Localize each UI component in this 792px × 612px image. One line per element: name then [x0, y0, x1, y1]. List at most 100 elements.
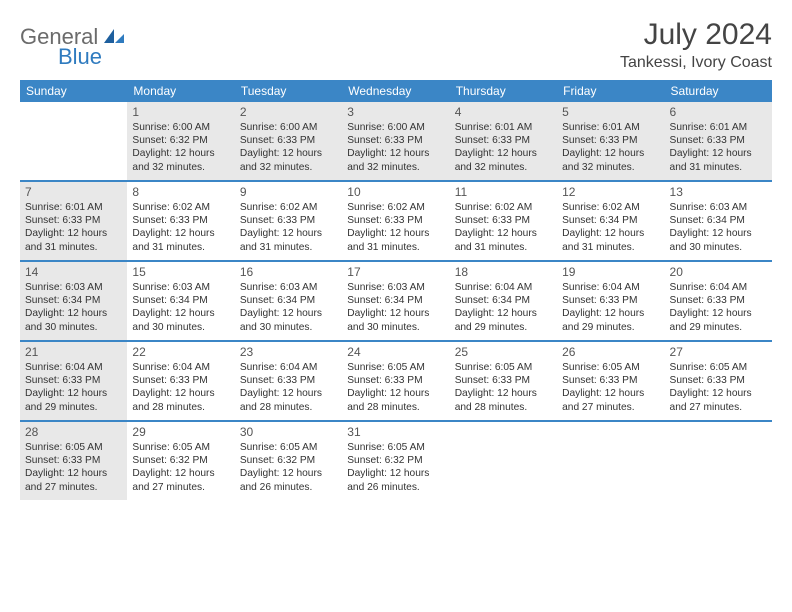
location: Tankessi, Ivory Coast [620, 54, 772, 72]
sunset-text: Sunset: 6:34 PM [347, 294, 444, 307]
sunrise-text: Sunrise: 6:03 AM [240, 281, 337, 294]
week-row: 21Sunrise: 6:04 AMSunset: 6:33 PMDayligh… [20, 340, 772, 420]
day-cell: 6Sunrise: 6:01 AMSunset: 6:33 PMDaylight… [665, 102, 772, 180]
daylight-text: Daylight: 12 hours and 29 minutes. [25, 387, 122, 413]
weekday-header: Friday [557, 80, 664, 102]
sunrise-text: Sunrise: 6:02 AM [132, 201, 229, 214]
week-row: 1Sunrise: 6:00 AMSunset: 6:32 PMDaylight… [20, 102, 772, 180]
daylight-text: Daylight: 12 hours and 28 minutes. [347, 387, 444, 413]
sunrise-text: Sunrise: 6:02 AM [347, 201, 444, 214]
daylight-text: Daylight: 12 hours and 26 minutes. [347, 467, 444, 493]
sunset-text: Sunset: 6:32 PM [240, 454, 337, 467]
sunset-text: Sunset: 6:33 PM [455, 374, 552, 387]
calendar: Sunday Monday Tuesday Wednesday Thursday… [20, 80, 772, 500]
sunset-text: Sunset: 6:33 PM [455, 214, 552, 227]
daylight-text: Daylight: 12 hours and 30 minutes. [347, 307, 444, 333]
daylight-text: Daylight: 12 hours and 29 minutes. [455, 307, 552, 333]
day-cell: 25Sunrise: 6:05 AMSunset: 6:33 PMDayligh… [450, 342, 557, 420]
daylight-text: Daylight: 12 hours and 31 minutes. [347, 227, 444, 253]
day-number: 9 [240, 185, 337, 200]
day-number: 13 [670, 185, 767, 200]
day-number: 31 [347, 425, 444, 440]
sunset-text: Sunset: 6:33 PM [670, 134, 767, 147]
day-number: 27 [670, 345, 767, 360]
day-number: 8 [132, 185, 229, 200]
day-number: 3 [347, 105, 444, 120]
sunrise-text: Sunrise: 6:03 AM [347, 281, 444, 294]
sunrise-text: Sunrise: 6:05 AM [670, 361, 767, 374]
day-number: 6 [670, 105, 767, 120]
day-number: 12 [562, 185, 659, 200]
daylight-text: Daylight: 12 hours and 28 minutes. [240, 387, 337, 413]
day-cell: 23Sunrise: 6:04 AMSunset: 6:33 PMDayligh… [235, 342, 342, 420]
sunset-text: Sunset: 6:34 PM [455, 294, 552, 307]
sunrise-text: Sunrise: 6:01 AM [455, 121, 552, 134]
sunrise-text: Sunrise: 6:04 AM [25, 361, 122, 374]
day-cell: 4Sunrise: 6:01 AMSunset: 6:33 PMDaylight… [450, 102, 557, 180]
daylight-text: Daylight: 12 hours and 31 minutes. [240, 227, 337, 253]
sunrise-text: Sunrise: 6:05 AM [240, 441, 337, 454]
week-row: 28Sunrise: 6:05 AMSunset: 6:33 PMDayligh… [20, 420, 772, 500]
sunset-text: Sunset: 6:33 PM [25, 214, 122, 227]
sunrise-text: Sunrise: 6:04 AM [455, 281, 552, 294]
day-cell: 12Sunrise: 6:02 AMSunset: 6:34 PMDayligh… [557, 182, 664, 260]
sunrise-text: Sunrise: 6:01 AM [562, 121, 659, 134]
day-number: 14 [25, 265, 122, 280]
week-row: 7Sunrise: 6:01 AMSunset: 6:33 PMDaylight… [20, 180, 772, 260]
sunset-text: Sunset: 6:33 PM [562, 294, 659, 307]
day-number: 28 [25, 425, 122, 440]
day-cell [450, 422, 557, 500]
day-cell: 15Sunrise: 6:03 AMSunset: 6:34 PMDayligh… [127, 262, 234, 340]
day-number: 24 [347, 345, 444, 360]
week-row: 14Sunrise: 6:03 AMSunset: 6:34 PMDayligh… [20, 260, 772, 340]
sunrise-text: Sunrise: 6:03 AM [132, 281, 229, 294]
daylight-text: Daylight: 12 hours and 30 minutes. [670, 227, 767, 253]
sunset-text: Sunset: 6:32 PM [132, 134, 229, 147]
sunrise-text: Sunrise: 6:00 AM [132, 121, 229, 134]
day-number: 7 [25, 185, 122, 200]
sunset-text: Sunset: 6:33 PM [240, 134, 337, 147]
daylight-text: Daylight: 12 hours and 32 minutes. [132, 147, 229, 173]
sunrise-text: Sunrise: 6:00 AM [347, 121, 444, 134]
logo: GeneralBlue [20, 24, 126, 70]
sunset-text: Sunset: 6:33 PM [347, 374, 444, 387]
sunrise-text: Sunrise: 6:05 AM [562, 361, 659, 374]
daylight-text: Daylight: 12 hours and 27 minutes. [562, 387, 659, 413]
logo-text-blue: Blue [58, 44, 102, 69]
sunset-text: Sunset: 6:33 PM [25, 374, 122, 387]
day-number: 22 [132, 345, 229, 360]
daylight-text: Daylight: 12 hours and 31 minutes. [132, 227, 229, 253]
weekday-header-row: Sunday Monday Tuesday Wednesday Thursday… [20, 80, 772, 102]
sunset-text: Sunset: 6:33 PM [132, 214, 229, 227]
day-cell: 3Sunrise: 6:00 AMSunset: 6:33 PMDaylight… [342, 102, 449, 180]
daylight-text: Daylight: 12 hours and 30 minutes. [25, 307, 122, 333]
day-number: 5 [562, 105, 659, 120]
sunrise-text: Sunrise: 6:00 AM [240, 121, 337, 134]
day-number: 26 [562, 345, 659, 360]
daylight-text: Daylight: 12 hours and 31 minutes. [455, 227, 552, 253]
daylight-text: Daylight: 12 hours and 29 minutes. [670, 307, 767, 333]
day-cell: 18Sunrise: 6:04 AMSunset: 6:34 PMDayligh… [450, 262, 557, 340]
sunset-text: Sunset: 6:34 PM [240, 294, 337, 307]
day-cell: 2Sunrise: 6:00 AMSunset: 6:33 PMDaylight… [235, 102, 342, 180]
sunrise-text: Sunrise: 6:05 AM [347, 441, 444, 454]
day-cell: 16Sunrise: 6:03 AMSunset: 6:34 PMDayligh… [235, 262, 342, 340]
sunrise-text: Sunrise: 6:04 AM [670, 281, 767, 294]
day-cell: 13Sunrise: 6:03 AMSunset: 6:34 PMDayligh… [665, 182, 772, 260]
weekday-header: Thursday [450, 80, 557, 102]
sunset-text: Sunset: 6:33 PM [670, 294, 767, 307]
day-number: 30 [240, 425, 337, 440]
day-number: 21 [25, 345, 122, 360]
daylight-text: Daylight: 12 hours and 30 minutes. [132, 307, 229, 333]
daylight-text: Daylight: 12 hours and 31 minutes. [562, 227, 659, 253]
day-number: 25 [455, 345, 552, 360]
day-number: 19 [562, 265, 659, 280]
sunrise-text: Sunrise: 6:01 AM [25, 201, 122, 214]
day-cell: 22Sunrise: 6:04 AMSunset: 6:33 PMDayligh… [127, 342, 234, 420]
logo-sail-icon [102, 27, 126, 50]
sunrise-text: Sunrise: 6:04 AM [240, 361, 337, 374]
day-cell: 9Sunrise: 6:02 AMSunset: 6:33 PMDaylight… [235, 182, 342, 260]
daylight-text: Daylight: 12 hours and 31 minutes. [670, 147, 767, 173]
daylight-text: Daylight: 12 hours and 32 minutes. [240, 147, 337, 173]
day-cell: 30Sunrise: 6:05 AMSunset: 6:32 PMDayligh… [235, 422, 342, 500]
